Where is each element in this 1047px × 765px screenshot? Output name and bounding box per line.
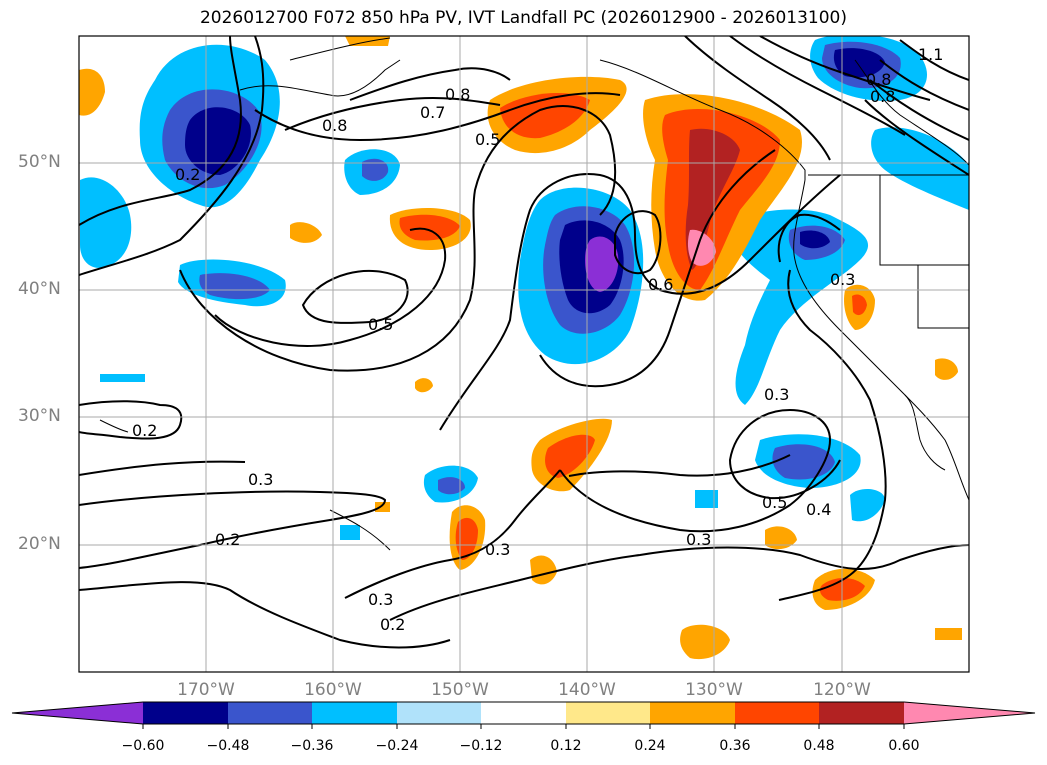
lon-label: 140°W [558,680,616,700]
colorbar-tick-label: 0.12 [550,738,582,754]
lon-label: 150°W [431,680,489,700]
map-title: 2026012700 F072 850 hPa PV, IVT Landfall… [199,8,847,28]
lon-label: 160°W [304,680,362,700]
contour-label: 0.3 [248,470,273,489]
contour-label: 0.3 [368,590,393,609]
contour-label: 0.8 [322,116,347,135]
contour-label: 0.8 [866,70,891,89]
lat-label: 30°N [18,406,61,426]
colorbar-cell [228,702,312,724]
lat-label: 40°N [18,279,61,299]
colorbar-tick-label: −0.36 [290,738,334,754]
colorbar-cell [566,702,650,724]
colorbar-cell [819,702,904,724]
lat-label: 50°N [18,152,61,172]
contour-label: 0.8 [870,87,895,106]
colorbar-tick-label: −0.12 [459,738,503,754]
contour-label: 0.3 [764,385,789,404]
lon-label: 170°W [177,680,235,700]
contour-label: 0.2 [380,615,405,634]
contour-label: 0.5 [762,493,787,512]
contour-label: 0.5 [475,130,500,149]
graticule [79,36,969,672]
lat-label: 20°N [18,534,61,554]
colorbar-cell [735,702,819,724]
colorbar-tick-label: 0.24 [634,738,666,754]
contour-label: 1.1 [918,45,943,64]
colorbar-cell [397,702,481,724]
colorbar-tick-label: −0.48 [206,738,250,754]
contour-label: 0.4 [806,500,831,519]
colorbar-cell [143,702,228,724]
colorbar-tick-label: −0.60 [121,738,165,754]
map-frame [78,35,970,673]
lon-label: 130°W [685,680,743,700]
lon-label: 120°W [813,680,871,700]
contour-label: 0.7 [420,103,445,122]
colorbar-cell [904,702,1035,724]
contour-label: 0.2 [132,421,157,440]
colorbar-cell [12,702,143,724]
ivt-contours [79,36,969,649]
colorbar-tick-label: 0.60 [888,738,920,754]
contour-label: 0.2 [215,530,240,549]
coastlines [99,37,969,551]
contour-label: 0.3 [830,270,855,289]
contour-label: 0.5 [368,315,393,334]
contour-label: 0.3 [485,540,510,559]
contour-label: 0.6 [648,275,673,294]
colorbar-tick-label: 0.36 [719,738,751,754]
contour-label: 0.2 [175,165,200,184]
colorbar-tick-label: −0.24 [375,738,419,754]
colorbar [11,701,1036,729]
colorbar-cell [312,702,397,724]
colorbar-cell [650,702,735,724]
colorbar-cell [481,702,566,724]
contour-label: 0.8 [445,85,470,104]
contour-label: 0.3 [686,530,711,549]
colorbar-tick-label: 0.48 [803,738,835,754]
